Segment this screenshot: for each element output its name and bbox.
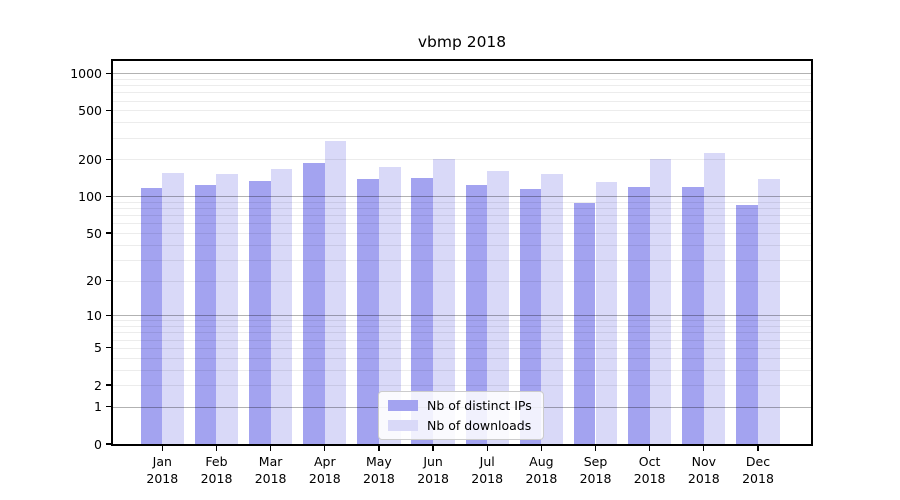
bar-distinct-ips-apr <box>303 162 325 444</box>
bar-distinct-ips-dec <box>736 204 758 444</box>
x-tick-mark <box>486 446 488 451</box>
y-tick-label: 1000 <box>70 65 102 81</box>
bar-downloads-oct <box>649 159 672 444</box>
x-tick-mark <box>540 446 542 451</box>
legend-label-downloads: Nb of downloads <box>427 418 532 433</box>
bar-downloads-mar <box>270 169 293 444</box>
y-tick-label: 2 <box>94 377 102 393</box>
bar-distinct-ips-feb <box>194 184 217 444</box>
x-tick-label: Jun 2018 <box>417 454 449 486</box>
x-tick-mark <box>594 446 597 451</box>
legend: Nb of distinct IPs Nb of downloads <box>378 391 544 440</box>
y-tick-label: 0 <box>94 436 102 452</box>
x-tick-label: Oct 2018 <box>633 454 666 486</box>
x-tick-label: Sep 2018 <box>579 454 612 486</box>
y-tick-label: 20 <box>86 273 102 289</box>
plot-area: Nb of distinct IPs Nb of downloads <box>111 59 813 446</box>
bar-distinct-ips-may <box>357 179 379 444</box>
bar-downloads-jun <box>433 158 455 444</box>
x-tick-label: Apr 2018 <box>308 454 341 486</box>
bars-layer <box>113 61 811 444</box>
y-tick-label: 100 <box>78 188 102 204</box>
bar-distinct-ips-nov <box>682 187 704 444</box>
y-tick-label: 200 <box>78 151 102 167</box>
legend-swatch-downloads <box>388 420 418 431</box>
y-tick-label: 500 <box>78 102 102 118</box>
bar-distinct-ips-oct <box>627 186 650 444</box>
legend-item-distinct-ips: Nb of distinct IPs <box>388 398 534 413</box>
x-tick-label: Aug 2018 <box>525 454 558 486</box>
y-tick-label: 50 <box>86 225 102 241</box>
legend-label-distinct-ips: Nb of distinct IPs <box>427 398 532 413</box>
bar-distinct-ips-jan <box>140 188 163 444</box>
bar-downloads-jan <box>162 172 184 444</box>
bar-downloads-sep <box>595 181 618 444</box>
x-tick-label: Mar 2018 <box>254 454 287 486</box>
x-tick-mark <box>432 446 434 451</box>
legend-item-downloads: Nb of downloads <box>388 418 534 433</box>
chart-title: vbmp 2018 <box>417 33 507 51</box>
bar-distinct-ips-jun <box>411 177 434 444</box>
x-tick-label: Jul 2018 <box>471 454 504 486</box>
bar-downloads-jul <box>487 171 509 444</box>
x-tick-mark <box>649 446 651 451</box>
x-tick-mark <box>757 446 759 451</box>
x-tick-mark <box>324 446 326 451</box>
x-tick-label: Jan 2018 <box>146 454 179 486</box>
bar-distinct-ips-sep <box>573 202 596 444</box>
x-tick-label: Dec 2018 <box>742 454 774 486</box>
bar-downloads-nov <box>703 152 726 444</box>
legend-swatch-distinct-ips <box>388 400 418 411</box>
x-tick-mark <box>215 446 218 451</box>
bar-distinct-ips-mar <box>248 180 271 444</box>
y-tick-label: 5 <box>94 340 102 356</box>
bar-downloads-aug <box>541 174 564 444</box>
bar-distinct-ips-aug <box>519 189 542 444</box>
bar-downloads-may <box>378 166 401 444</box>
bar-downloads-feb <box>216 174 239 444</box>
bar-downloads-dec <box>757 178 780 444</box>
bar-downloads-apr <box>324 141 347 444</box>
x-tick-label: Nov 2018 <box>687 454 720 486</box>
y-tick-label: 10 <box>86 307 102 323</box>
x-tick-mark <box>161 446 163 451</box>
x-tick-label: Feb 2018 <box>200 454 233 486</box>
x-tick-label: May 2018 <box>362 454 395 486</box>
x-tick-mark <box>270 446 272 451</box>
x-tick-mark <box>703 446 705 451</box>
bar-distinct-ips-jul <box>465 184 488 444</box>
x-tick-mark <box>378 446 380 451</box>
y-tick-label: 1 <box>94 399 102 415</box>
